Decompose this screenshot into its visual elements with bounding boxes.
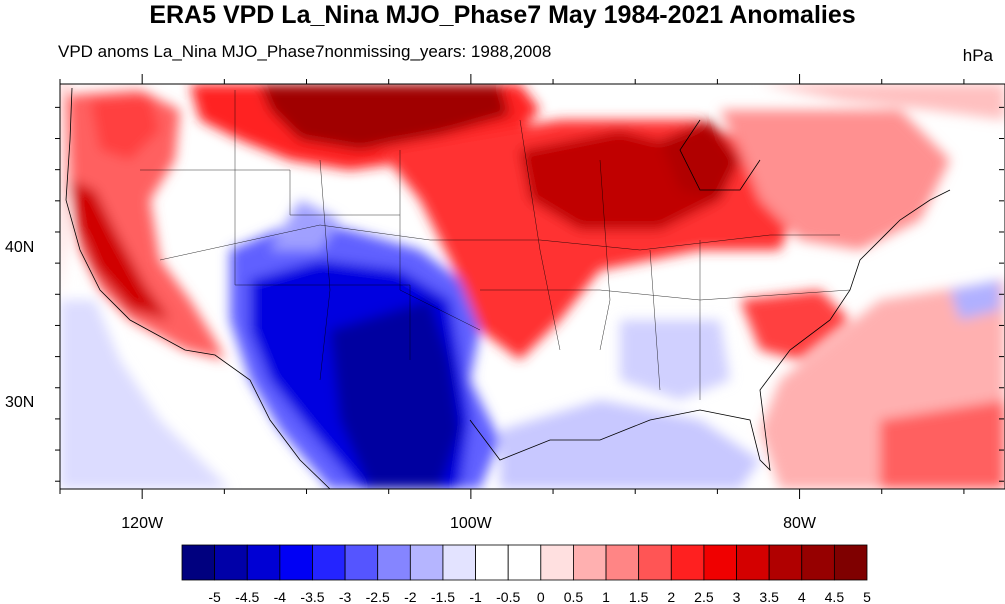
colorbar-label: 1 — [602, 589, 610, 604]
colorbar-swatch — [312, 544, 346, 581]
subtitle-left: VPD anoms La_Nina MJO_Phase7nonmissing_y… — [58, 42, 552, 61]
axis-ticks — [55, 74, 1004, 499]
colorbar-label: -5 — [208, 589, 221, 604]
colorbar-label: 2 — [667, 589, 675, 604]
colorbar-label: 5 — [863, 589, 871, 604]
colorbar-swatch — [442, 544, 476, 581]
colorbar-swatch — [181, 544, 216, 581]
colorbar-swatch — [670, 544, 705, 581]
colorbar-swatch — [736, 544, 770, 581]
colorbar-label: -1.5 — [431, 589, 455, 604]
colorbar-swatch — [507, 544, 542, 581]
colorbar-label: 3.5 — [759, 589, 779, 604]
units-label: hPa — [962, 46, 993, 65]
colorbar-label: 2.5 — [694, 589, 714, 604]
colorbar-label: -4 — [274, 589, 287, 604]
colorbar-label: 3 — [733, 589, 741, 604]
lon-label: 120W — [121, 515, 164, 532]
state-borders — [140, 90, 851, 400]
colorbar-label: 0.5 — [564, 589, 584, 604]
colorbar-label: -2.5 — [366, 589, 390, 604]
colorbar-label: -3 — [339, 589, 352, 604]
colorbar-label: -0.5 — [496, 589, 520, 604]
colorbar-swatch — [703, 544, 737, 581]
colorbar-label: 4.5 — [825, 589, 845, 604]
map-frame — [59, 83, 1005, 490]
colorbar-swatch — [246, 544, 281, 581]
colorbar-label: -3.5 — [300, 589, 324, 604]
colorbar-swatch — [279, 544, 313, 581]
anomaly-field — [60, 84, 1005, 489]
lon-label: 80W — [783, 515, 817, 532]
colorbar-swatch — [768, 544, 803, 581]
colorbar-swatch — [605, 544, 640, 581]
colorbar-label: 0 — [537, 589, 545, 604]
colorbar-label: 4 — [798, 589, 806, 604]
colorbar-label: -1 — [469, 589, 482, 604]
map-title: ERA5 VPD La_Nina MJO_Phase7 May 1984-202… — [149, 1, 856, 29]
colorbar-swatch — [540, 544, 574, 581]
colorbar-swatch — [801, 544, 835, 581]
lat-label: 30N — [5, 394, 35, 412]
lon-label: 100W — [449, 515, 492, 532]
coastline — [60, 84, 951, 489]
colorbar-swatch — [377, 544, 411, 581]
lat-label: 40N — [5, 238, 35, 256]
colorbar-swatch — [214, 544, 248, 581]
colorbar-swatch — [573, 544, 607, 581]
colorbar-label: -2 — [404, 589, 417, 604]
colorbar-swatch — [475, 544, 509, 581]
colorbar-label: 1.5 — [629, 589, 649, 604]
colorbar-swatch — [638, 544, 672, 581]
colorbar-swatch — [833, 544, 868, 581]
colorbar-label: -4.5 — [235, 589, 259, 604]
colorbar-swatch — [344, 544, 379, 581]
colorbar-swatch — [409, 544, 444, 581]
